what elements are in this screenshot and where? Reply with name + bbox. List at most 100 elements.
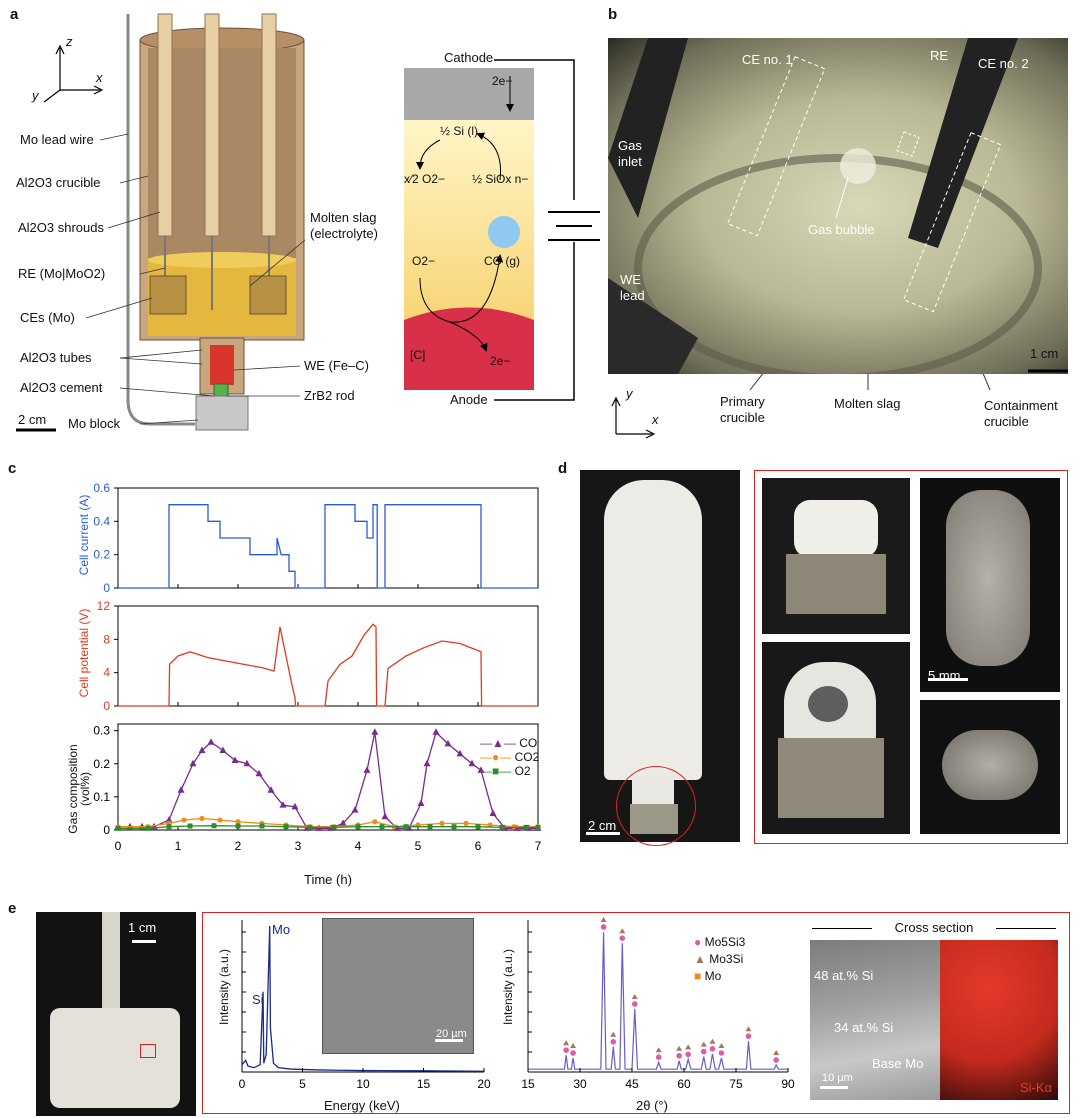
panel-d-main-photo: [580, 470, 740, 846]
xrd-legend-mo3si: Mo3Si: [709, 952, 744, 966]
scale-bar-d: 2 cm: [588, 818, 617, 833]
panel-d-sample-bottom: [920, 700, 1060, 834]
c-point-co2-17: [487, 822, 493, 828]
xrd-peak-mo3si-42: [773, 1050, 780, 1055]
legend-o2: O2: [514, 764, 531, 778]
label-ces: CEs (Mo): [20, 310, 75, 325]
xrd-peak-mo3si-5: [570, 1043, 577, 1048]
xrd-peak-mo3si-39: [745, 1026, 752, 1032]
c-ytick-label-0-0: 0: [103, 581, 110, 595]
cross-section-map: [940, 940, 1058, 1100]
c-point-o2-5: [235, 823, 241, 829]
c-series-2-1: [118, 817, 538, 828]
xrd-xtick-label-2: 45: [625, 1077, 639, 1091]
c-xlabel: Time (h): [304, 872, 352, 887]
label-co: CO (g): [484, 254, 520, 268]
panel-b-photo: [608, 38, 1068, 374]
c-point-o2-2: [166, 824, 172, 830]
xrd-peak-mo3si-26: [685, 1044, 692, 1050]
mo-block-shape: [195, 395, 249, 431]
c-ytick-label-0-2: 0.4: [93, 514, 110, 528]
c-plot-frame-2: [117, 723, 539, 831]
xrd-peak-mo5si3-42: [773, 1057, 780, 1063]
c-point-co-20: [351, 806, 359, 813]
c-point-co-6: [189, 759, 197, 767]
c-ytick-label-1-1: 4: [103, 666, 110, 680]
panel-label-a: a: [10, 6, 19, 23]
c-bottom-ylabel-2: (vol%): [78, 772, 92, 807]
c-point-co2-6: [235, 819, 241, 825]
xrd-peak-mo3si-20: [655, 1047, 662, 1053]
c-point-co-28: [432, 728, 440, 735]
c-point-co-12: [255, 769, 263, 777]
label-we-lead-1: WE: [620, 272, 641, 287]
axis-b-y: y: [626, 386, 633, 401]
cross-section-title: Cross section: [894, 920, 974, 935]
c-xtick-label-5: 5: [415, 839, 422, 853]
label-o2-left: x⁄2 O2−: [404, 172, 446, 186]
c-point-co-26: [417, 799, 425, 806]
c-legend: —▲— CO —●— CO2 —■— O2: [480, 736, 539, 778]
c-point-co-5: [177, 786, 185, 793]
xrd-peak-mo5si3-5: [570, 1050, 576, 1056]
xrd-legend-mo5si3: Mo5Si3: [704, 935, 746, 949]
ce-left-shape: [149, 275, 187, 315]
axis-b-x: x: [652, 412, 659, 427]
c-point-o2-17: [523, 824, 529, 830]
scale-bar-e-photo: 1 cm: [128, 920, 157, 935]
c-ytick-label-2-1: 0.1: [93, 790, 110, 804]
ce-right-shape: [249, 275, 287, 315]
label-primary-2: crucible: [720, 410, 765, 425]
label-gas-inlet-2: inlet: [618, 154, 642, 169]
xrd-peak-mo5si3-32: [709, 1046, 716, 1052]
label-bottom-electrons: 2e−: [490, 354, 511, 368]
xrd-peak-mo3si-17: [631, 994, 638, 999]
we-shape: [210, 345, 234, 385]
c-point-o2-0: [115, 825, 121, 831]
xrd-peak-mo3si-8: [600, 917, 607, 922]
c-point-co2-4: [199, 815, 205, 822]
c-point-o2-6: [259, 823, 265, 829]
label-crucible: Al2O3 crucible: [16, 175, 101, 190]
cs-48: 48 at.% Si: [814, 968, 874, 983]
legend-co2: CO2: [514, 750, 540, 764]
xrd-peak-mo5si3-2: [563, 1047, 569, 1053]
eds-xtick-label-0: 0: [239, 1077, 246, 1091]
xrd-legend: ● Mo5Si3 ▲ Mo3Si ■ Mo: [694, 934, 745, 985]
xrd-legend-mo5si3-mark: ●: [694, 935, 705, 949]
c-series-1-0: [118, 623, 538, 707]
c-xtick-label-2: 2: [235, 839, 242, 853]
c-ytick-label-1-3: 12: [97, 599, 111, 613]
c-point-o2-4: [211, 823, 217, 829]
c-point-co-15: [291, 802, 299, 810]
c-xtick-label-4: 4: [355, 839, 362, 853]
label-electrolyte: (electrolyte): [310, 226, 378, 241]
xrd-xtick-label-1: 30: [573, 1077, 587, 1091]
xrd-legend-mo: Mo: [704, 969, 722, 983]
label-ce1: CE no. 1: [742, 52, 793, 67]
label-shrouds: Al2O3 shrouds: [18, 220, 104, 235]
cs-base: Base Mo: [872, 1056, 924, 1071]
eds-xtick-label-1: 5: [299, 1077, 306, 1091]
c-point-co-10: [231, 756, 239, 763]
xrd-peak-mo5si3-39: [745, 1033, 752, 1039]
xrd-peak-mo3si-14: [619, 928, 626, 934]
xrd-peak-mo5si3-26: [685, 1051, 691, 1058]
label-siox: ½ SiOx n−: [472, 172, 529, 186]
eds-xlabel: Energy (keV): [324, 1098, 400, 1113]
scale-bar-b: 1 cm: [1030, 346, 1059, 361]
c-plot-frame-0: [117, 487, 539, 589]
xrd-peak-mo5si3-23: [676, 1053, 682, 1059]
c-point-o2-10: [355, 824, 361, 830]
panel-e-frame: [202, 912, 1070, 1114]
c-xtick-label-0: 0: [115, 839, 122, 853]
panel-label-d: d: [558, 460, 568, 477]
c-point-co-24: [393, 824, 401, 831]
xrd-peak-mo5si3-20: [655, 1054, 662, 1060]
c-mid-ylabel: Cell potential (V): [77, 608, 91, 698]
eds-si-label: Si: [252, 992, 264, 1007]
legend-o2-mark: —■—: [480, 764, 515, 778]
c-point-co-13: [267, 786, 275, 793]
c-point-co-33: [489, 809, 497, 816]
c-ytick-label-1-2: 8: [103, 632, 110, 646]
